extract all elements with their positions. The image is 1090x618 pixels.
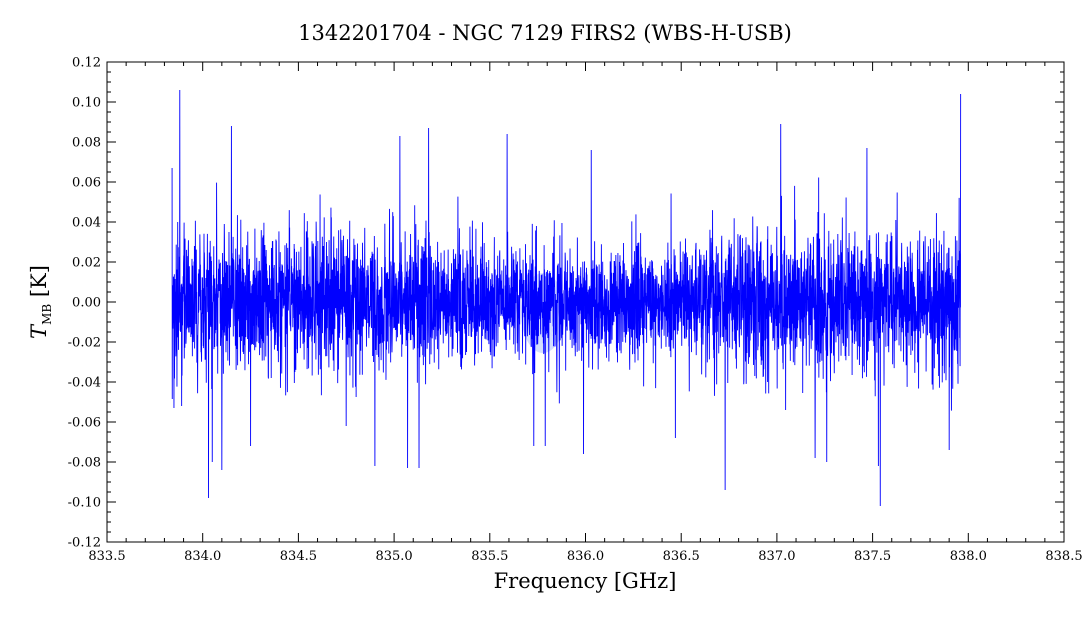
y-axis-label-unit: [K] — [27, 265, 51, 304]
y-tick-label: 0.02 — [72, 256, 101, 271]
x-tick-label: 837.0 — [758, 549, 795, 564]
spectrum-series — [171, 89, 962, 507]
x-tick-label: 835.5 — [471, 549, 508, 564]
y-tick-label: 0.08 — [72, 136, 101, 151]
x-tick-label: 838.0 — [950, 549, 987, 564]
chart-title: 1342201704 - NGC 7129 FIRS2 (WBS-H-USB) — [298, 21, 792, 45]
x-tick-label: 836.0 — [567, 549, 604, 564]
y-tick-label: 0.04 — [72, 216, 101, 231]
spectrum-line — [171, 89, 962, 507]
y-tick-label: -0.12 — [68, 536, 101, 551]
y-tick-label: -0.02 — [68, 336, 101, 351]
y-tick-label: 0.12 — [72, 56, 101, 71]
y-tick-label: -0.10 — [68, 496, 101, 511]
y-axis-label: TMB [K] — [27, 265, 54, 339]
x-axis: 833.5 834.0 834.5 835.0 835.5 836.0 836.5 837.0… — [88, 62, 1083, 564]
x-tick-label: 837.5 — [854, 549, 891, 564]
y-tick-label: -0.04 — [68, 376, 101, 391]
x-tick-label: 833.5 — [88, 549, 125, 564]
y-tick-label: 0.06 — [72, 176, 101, 191]
y-axis: -0.12 -0.10 -0.08 -0.06 -0.04 -0.02 0.00 0.02 0.… — [68, 56, 1064, 551]
x-tick-label: 838.5 — [1045, 549, 1082, 564]
y-tick-label: -0.06 — [68, 416, 101, 431]
y-tick-label: -0.08 — [68, 456, 101, 471]
x-tick-label: 836.5 — [663, 549, 700, 564]
x-tick-label: 834.5 — [280, 549, 317, 564]
x-tick-label: 835.0 — [375, 549, 412, 564]
y-axis-label-main: T — [27, 323, 51, 339]
x-axis-label: Frequency [GHz] — [494, 569, 677, 593]
y-tick-label: 0.10 — [72, 96, 101, 111]
x-tick-label: 834.0 — [184, 549, 221, 564]
y-tick-label: 0.00 — [72, 296, 101, 311]
y-axis-label-sub: MB — [40, 304, 54, 325]
